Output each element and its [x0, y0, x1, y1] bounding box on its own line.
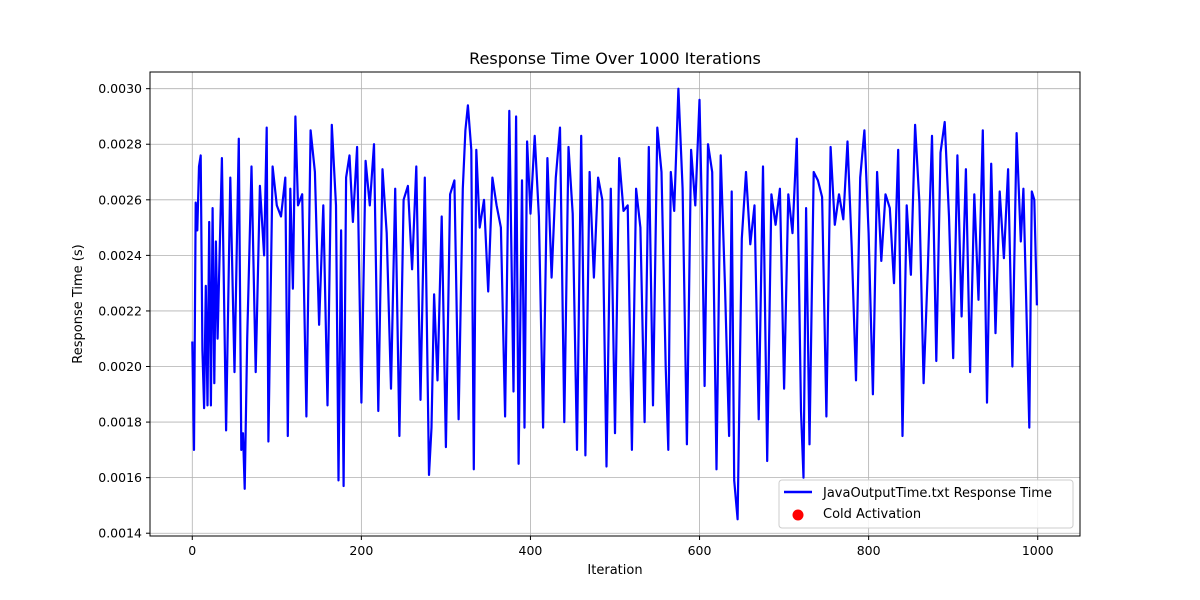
y-tick-label: 0.0020 — [98, 359, 142, 374]
plot-frame — [149, 71, 1081, 537]
legend: JavaOutputTime.txt Response Time Cold Ac… — [778, 479, 1074, 529]
x-axis: 0 200 400 600 800 1000 — [188, 536, 1054, 558]
legend-label-response-time: JavaOutputTime.txt Response Time — [822, 486, 1052, 501]
y-axis-label: Response Time (s) — [71, 244, 86, 363]
y-tick-label: 0.0026 — [98, 192, 142, 207]
x-axis-label: Iteration — [587, 563, 642, 578]
series-line-response-time — [191, 87, 1038, 521]
x-tick-label: 400 — [519, 543, 543, 558]
x-tick-label: 200 — [349, 543, 373, 558]
y-tick-label: 0.0028 — [98, 137, 142, 152]
chart-title: Response Time Over 1000 Iterations — [469, 49, 761, 68]
series-layer — [191, 87, 1038, 521]
y-tick-label: 0.0022 — [98, 303, 142, 318]
y-tick-label: 0.0024 — [98, 248, 142, 263]
y-tick-label: 0.0014 — [98, 526, 142, 541]
x-tick-label: 0 — [188, 543, 196, 558]
x-tick-label: 800 — [857, 543, 881, 558]
x-tick-label: 1000 — [1022, 543, 1054, 558]
y-tick-label: 0.0016 — [98, 470, 142, 485]
legend-box — [778, 479, 1074, 529]
y-tick-label: 0.0018 — [98, 415, 142, 430]
legend-label-cold-activation: Cold Activation — [823, 507, 921, 522]
legend-marker-cold-activation — [792, 509, 804, 521]
x-tick-label: 600 — [688, 543, 712, 558]
y-axis: 0.0014 0.0016 0.0018 0.0020 0.0022 0.0024 0.00… — [98, 81, 150, 541]
y-tick-label: 0.0030 — [98, 81, 142, 96]
